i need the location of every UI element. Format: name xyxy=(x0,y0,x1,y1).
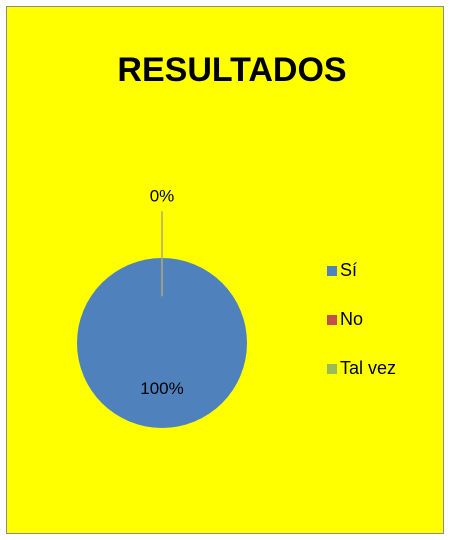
pie-slice xyxy=(77,258,247,428)
legend-label: Tal vez xyxy=(340,358,396,378)
data-label: 0% xyxy=(150,186,175,205)
chart-area xyxy=(6,6,444,534)
legend-swatch xyxy=(327,266,337,276)
legend-swatch xyxy=(327,315,337,325)
legend-swatch xyxy=(327,364,337,374)
chart-title: RESULTADOS xyxy=(117,51,346,89)
legend-label: No xyxy=(340,309,363,329)
legend-label: Sí xyxy=(340,260,357,280)
data-label: 100% xyxy=(140,379,183,398)
